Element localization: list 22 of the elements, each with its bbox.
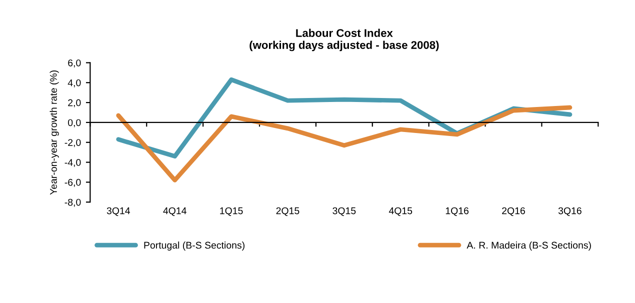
- x-tick-label: 2Q16: [502, 207, 525, 216]
- chart-title: Labour Cost Index (working days adjusted - base 2008): [250, 28, 439, 52]
- y-tick-label: -2,0: [64, 139, 81, 148]
- x-tick-label: 2Q15: [276, 207, 300, 216]
- y-tick-label: 2,0: [68, 99, 81, 108]
- x-tick-label: 4Q15: [388, 207, 412, 216]
- y-tick-label: -4,0: [64, 159, 81, 168]
- legend-label: Portugal (B-S Sections): [144, 242, 244, 251]
- x-tick-label: 4Q14: [163, 207, 186, 216]
- y-tick-label: 4,0: [68, 79, 81, 88]
- x-tick-label: 3Q16: [558, 207, 582, 216]
- y-tick-label: -8,0: [64, 198, 81, 207]
- line-series: [116, 105, 572, 182]
- y-axis-title: Year-on-year growth rate (%): [50, 70, 59, 195]
- x-tick-label: 1Q15: [220, 207, 243, 216]
- x-tick-label: 1Q16: [446, 207, 469, 216]
- x-tick-label: 3Q15: [332, 207, 356, 216]
- y-tick-label: -6,0: [64, 178, 81, 187]
- y-tick-label: 0,0: [68, 119, 81, 128]
- legend-label: A. R. Madeira (B-S Sections): [466, 242, 591, 251]
- x-tick-label: 3Q14: [106, 207, 130, 216]
- y-tick-label: 6,0: [68, 59, 81, 68]
